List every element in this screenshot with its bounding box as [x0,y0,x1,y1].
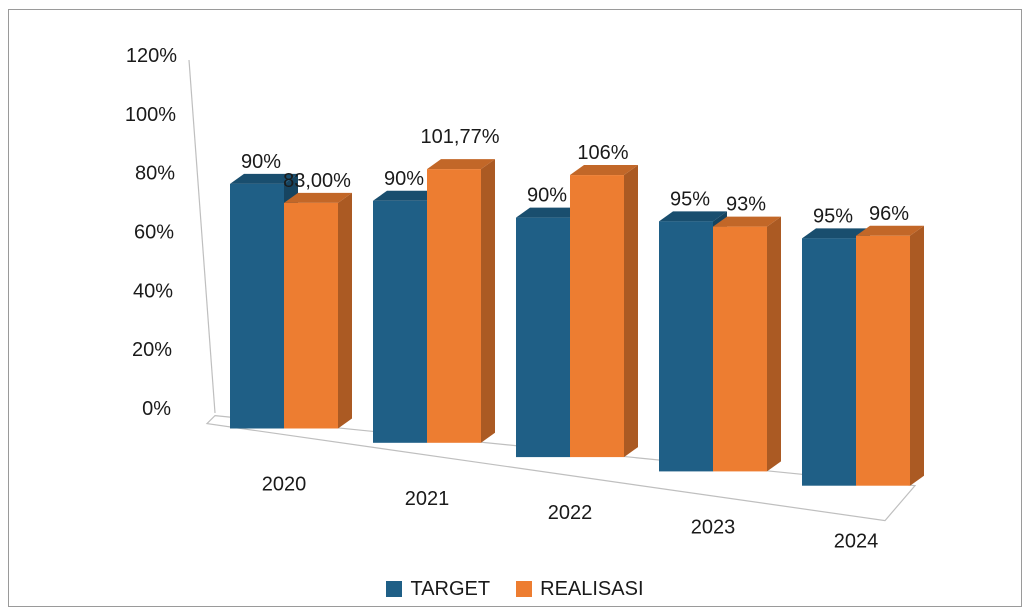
chart-frame: 0% 20% 40% 60% 80% 100% 120% 90% 83,00% 2020 90% 10… [8,9,1022,607]
x-tick-label: 2023 [691,516,736,538]
y-tick-label: 120% [126,45,177,67]
bar-realisasi-2024 [856,235,910,486]
data-label: 90% [241,151,281,173]
bar-top [284,192,352,203]
legend-swatch-realisasi [516,581,533,597]
y-tick-label: 80% [135,163,175,185]
bar-top [230,173,298,184]
y-tick-label: 0% [142,398,171,420]
y-tick-label: 20% [132,339,172,361]
data-label: 90% [384,168,424,190]
y-axis-line [188,59,216,414]
x-tick-label: 2020 [262,474,307,496]
data-label: 93% [726,194,766,216]
bar-realisasi-2022 [570,175,624,458]
x-tick-label: 2022 [548,502,593,524]
bar-target-2022 [516,217,570,458]
x-tick-label: 2024 [834,531,879,553]
data-label: 83,00% [283,170,351,192]
y-tick-label: 40% [133,280,173,302]
bar-realisasi-2021 [427,169,481,443]
chart-plot: 0%20%40%60%80%100%120%90%83,00%202090%10… [125,45,924,553]
bar-top [516,207,584,218]
bar-target-2023 [659,221,713,472]
legend: TARGET REALISASI [9,572,1021,606]
bar-top [802,228,870,239]
data-label: 90% [527,185,567,207]
data-label: 101,77% [421,126,500,148]
bar-side [481,159,495,443]
x-tick-label: 2021 [405,488,450,510]
bar-realisasi-2023 [713,226,767,472]
data-label: 96% [869,203,909,225]
bar-side [624,165,638,458]
bar-top [659,211,727,222]
bar-top [427,159,495,170]
legend-item-realisasi: REALISASI [516,577,644,601]
bar-target-2024 [802,238,856,486]
bar-top [373,190,441,201]
bar-side [338,192,352,429]
bar-side [767,216,781,472]
data-label: 106% [577,142,628,164]
bar-target-2020 [230,183,284,429]
y-tick-label: 60% [134,222,174,244]
bar-top [570,165,638,176]
bar-realisasi-2020 [284,202,338,429]
legend-item-target: TARGET [386,578,490,601]
bar-target-2021 [373,200,427,443]
data-label: 95% [670,188,710,210]
legend-label-realisasi: REALISASI [540,577,644,600]
data-label: 95% [813,205,853,227]
bar-top [713,216,781,227]
y-tick-label: 100% [125,104,176,126]
legend-label-target: TARGET [410,577,491,600]
bar-side [910,225,924,486]
legend-swatch-target [386,581,403,597]
bar-top [856,225,924,236]
